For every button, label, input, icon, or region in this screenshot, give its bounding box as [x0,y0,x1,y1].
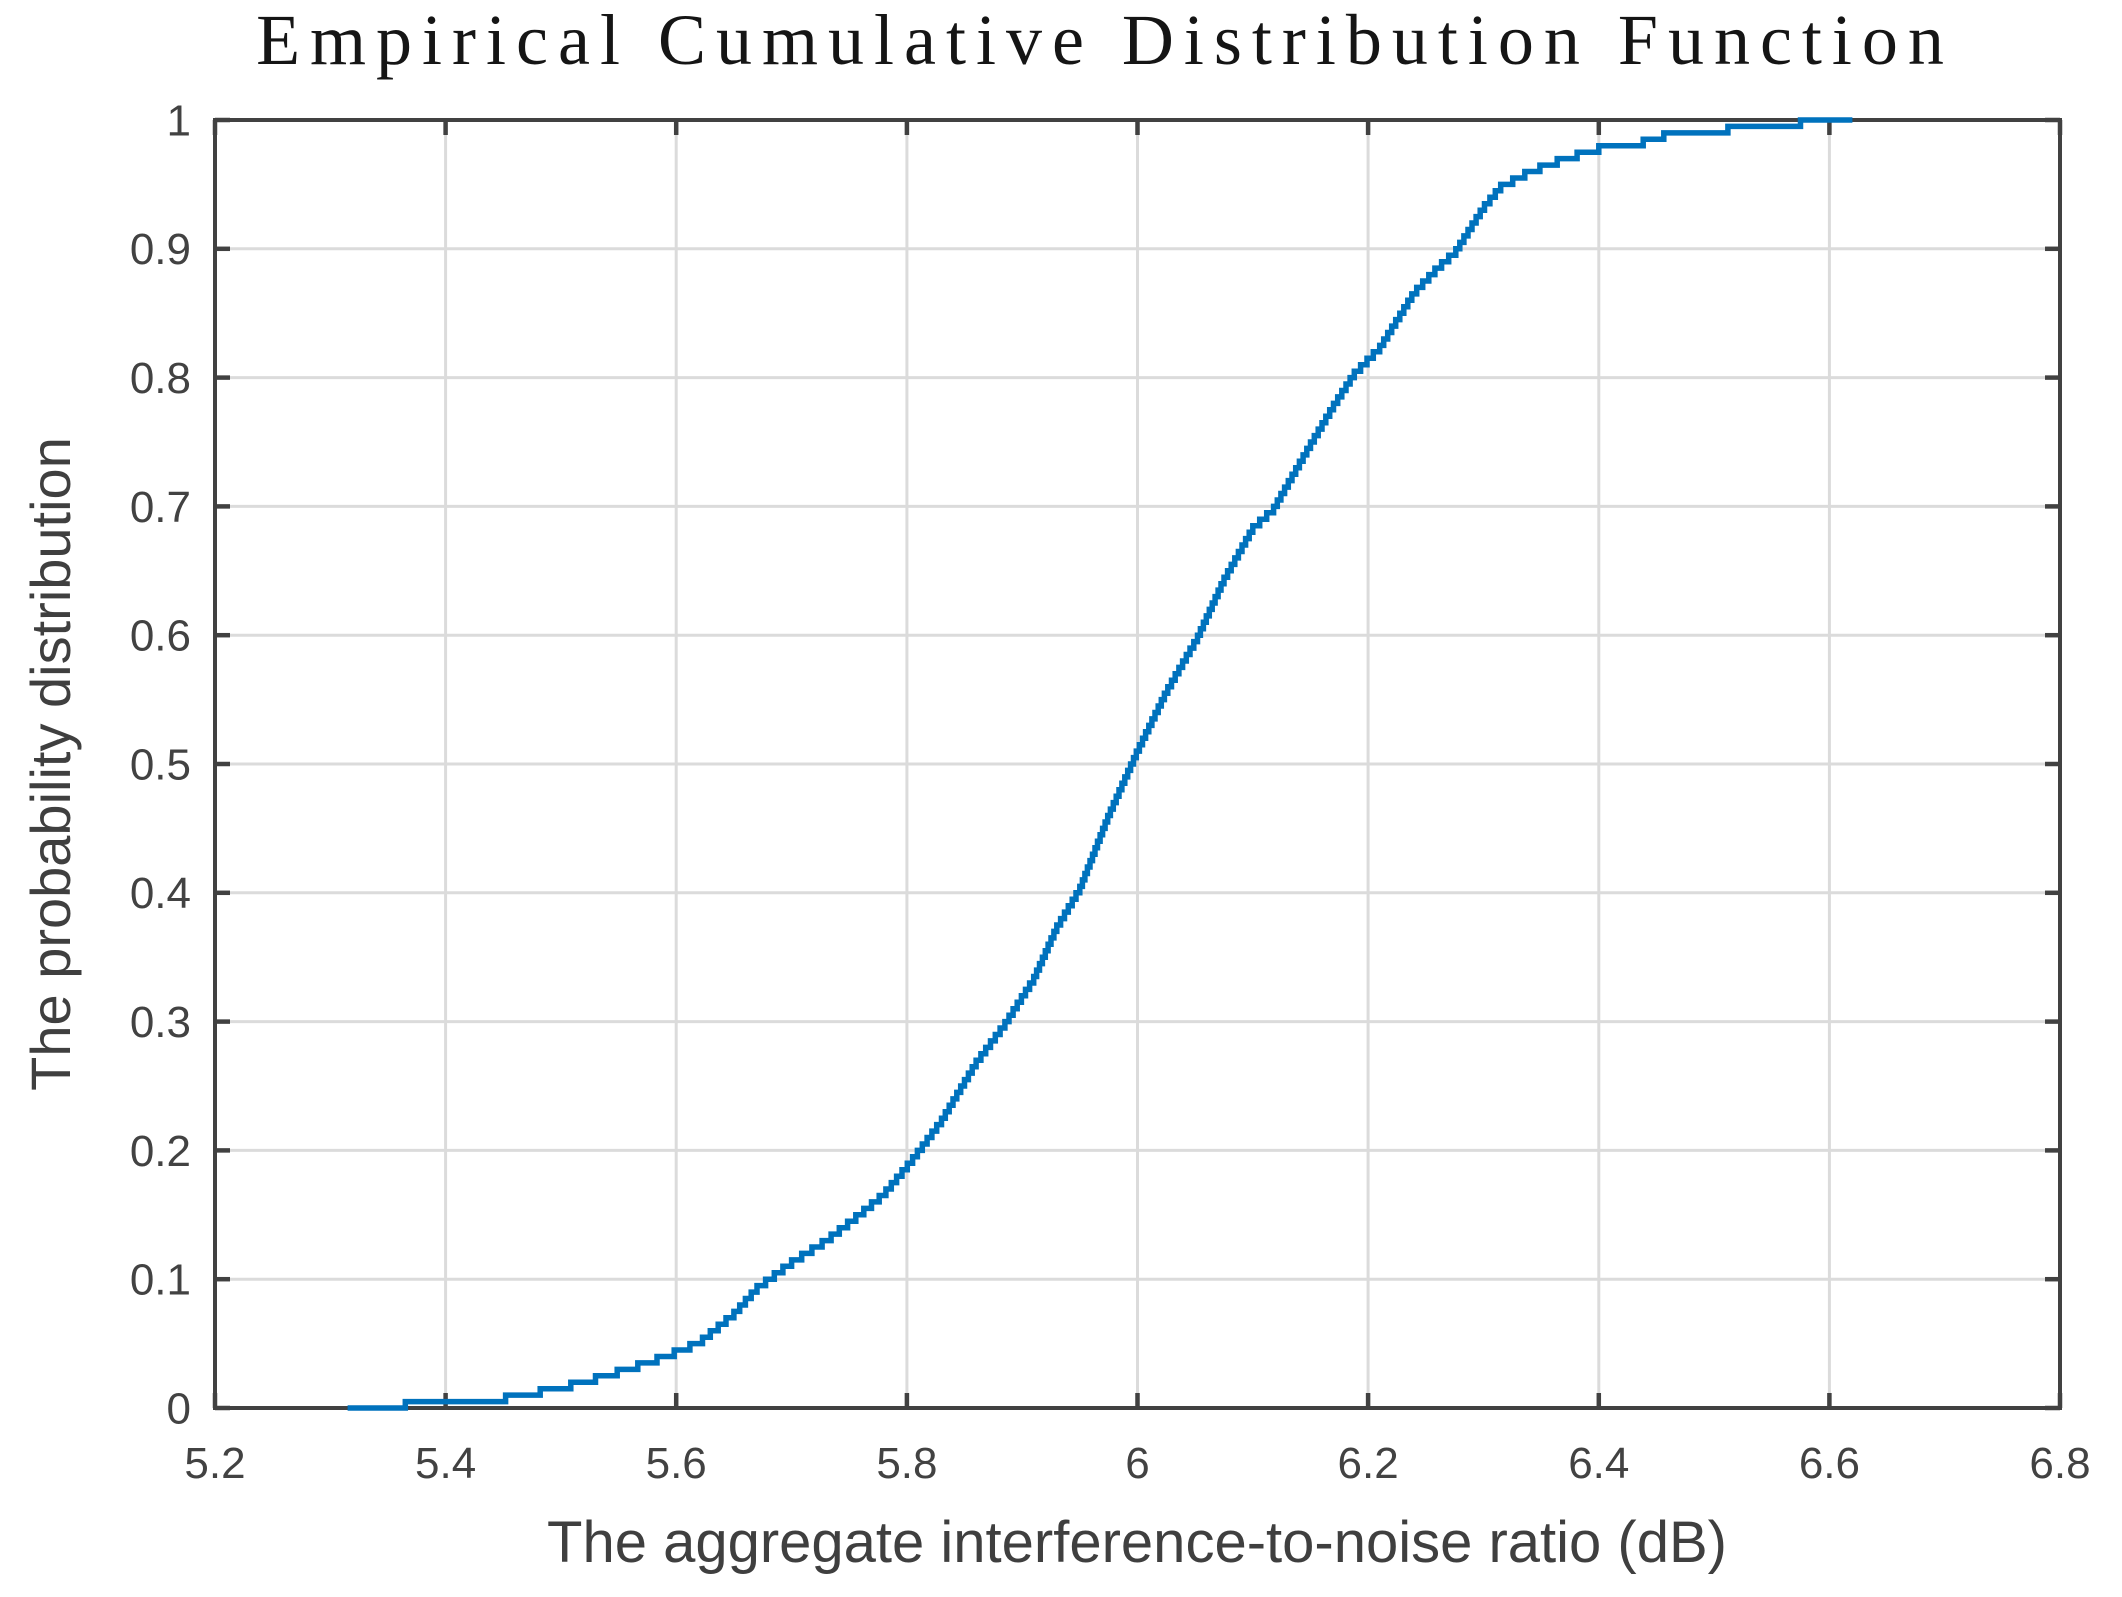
ecdf-curve [347,117,1853,1411]
svg-text:6.4: 6.4 [1568,1439,1629,1488]
svg-text:0: 0 [167,1384,191,1433]
svg-text:0.6: 0.6 [130,612,191,661]
svg-text:0.3: 0.3 [130,998,191,1047]
svg-text:0.2: 0.2 [130,1127,191,1176]
svg-text:5.2: 5.2 [184,1439,245,1488]
gridlines [215,120,2060,1408]
y-axis-label: The probability distribution [19,437,82,1091]
svg-text:0.8: 0.8 [130,354,191,403]
chart-title: Empirical Cumulative Distribution Functi… [256,0,1954,80]
svg-text:6.8: 6.8 [2029,1439,2090,1488]
svg-text:6: 6 [1125,1439,1149,1488]
svg-text:5.8: 5.8 [876,1439,937,1488]
svg-text:6.2: 6.2 [1338,1439,1399,1488]
svg-text:0.5: 0.5 [130,740,191,789]
plot-border [213,118,2062,1410]
svg-text:6.6: 6.6 [1799,1439,1860,1488]
svg-text:1: 1 [167,96,191,145]
y-tick-labels: 0 0.1 0.2 0.3 0.4 0.5 0.6 0.7 0.8 0.9 1 [130,96,191,1433]
svg-text:5.4: 5.4 [415,1439,476,1488]
svg-text:0.7: 0.7 [130,483,191,532]
svg-text:0.4: 0.4 [130,869,191,918]
x-axis-label: The aggregate interference-to-noise rati… [547,1510,1727,1575]
svg-text:5.6: 5.6 [646,1439,707,1488]
x-tick-labels: 5.2 5.4 5.6 5.8 6 6.2 6.4 6.6 6.8 [184,1439,2090,1488]
svg-text:0.9: 0.9 [130,225,191,274]
svg-text:0.1: 0.1 [130,1256,191,1305]
